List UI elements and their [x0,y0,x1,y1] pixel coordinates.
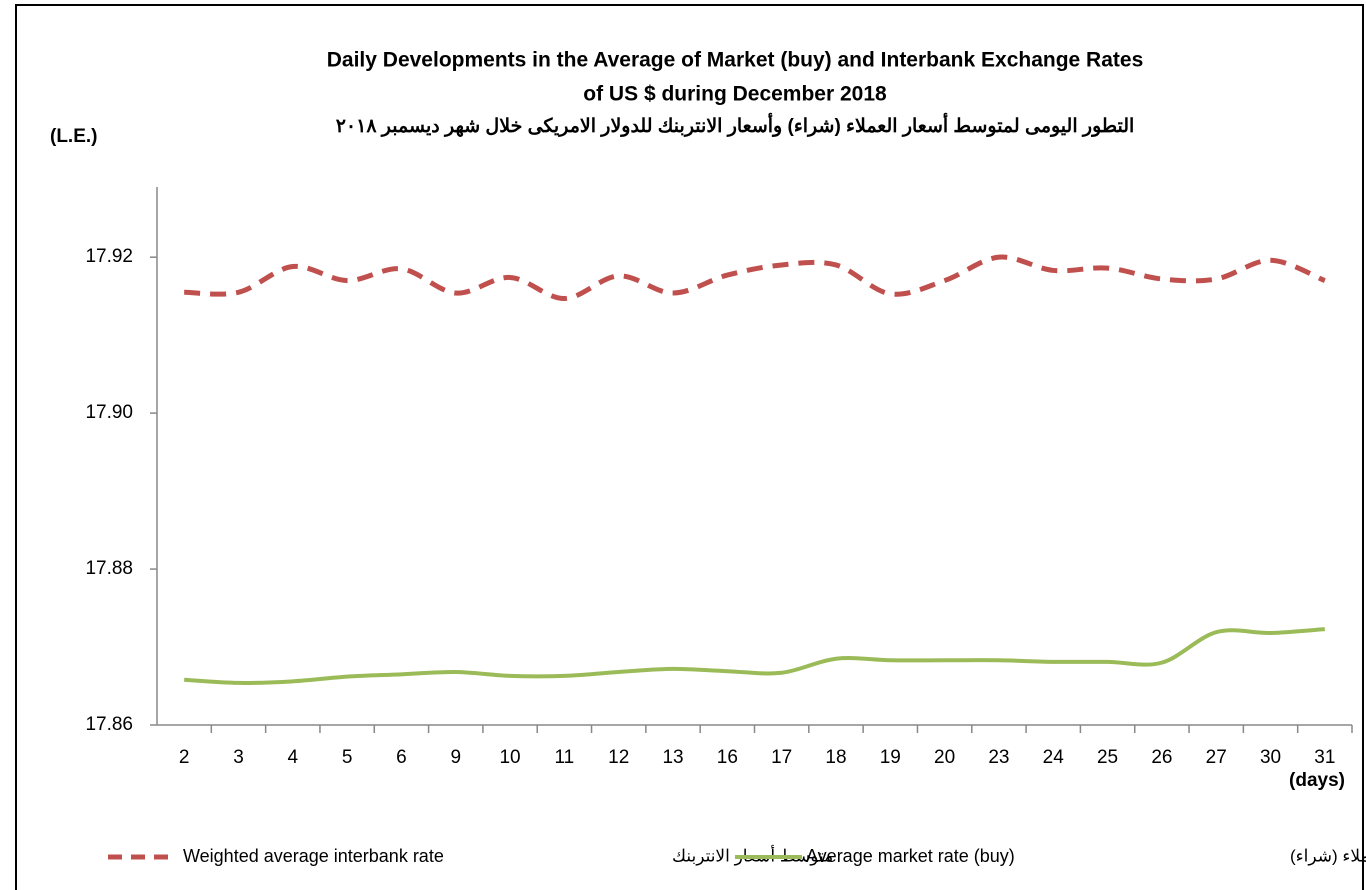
legend-label: Weighted average interbank rate [183,846,444,866]
chart-title: Daily Developments in the Average of Mar… [327,49,1144,72]
x-tick-label: 24 [1043,747,1065,768]
y-axis-label: (L.E.) [50,126,98,147]
x-tick-label: 4 [288,747,299,768]
y-tick-label: 17.90 [85,402,133,423]
legend-label: Average market rate (buy) [806,846,1015,866]
series-line [184,627,1325,685]
x-tick-label: 12 [608,747,629,768]
x-tick-label: 25 [1097,747,1118,768]
x-tick-label: 2 [179,747,190,768]
series-line [184,254,1326,301]
x-tick-label: 5 [342,747,353,768]
y-tick-label: 17.92 [85,246,133,267]
x-tick-label: 6 [396,747,407,768]
x-tick-label: 27 [1206,747,1227,768]
x-tick-label: 17 [771,747,792,768]
chart-title: of US $ during December 2018 [583,83,887,106]
x-tick-label: 3 [233,747,244,768]
x-tick-label: 18 [825,747,846,768]
x-tick-label: 26 [1151,747,1172,768]
x-tick-label: 30 [1260,747,1281,768]
x-axis-label: (days) [1289,770,1345,791]
x-tick-label: 11 [555,747,575,768]
x-tick-label: 20 [934,747,955,768]
x-tick-label: 31 [1314,747,1335,768]
legend-label-ar: متوسط أسعار العملاء (شراء) [1290,844,1366,866]
x-tick-label: 19 [880,747,901,768]
x-tick-label: 10 [499,747,520,768]
x-tick-label: 13 [662,747,683,768]
x-tick-label: 23 [988,747,1009,768]
y-tick-label: 17.88 [85,558,133,579]
frame [15,4,1364,890]
x-tick-label: 9 [450,747,461,768]
y-tick-label: 17.86 [85,714,133,735]
x-tick-label: 16 [717,747,738,768]
chart-subtitle: التطور اليومى لمتوسط أسعار العملاء (شراء… [336,112,1135,137]
